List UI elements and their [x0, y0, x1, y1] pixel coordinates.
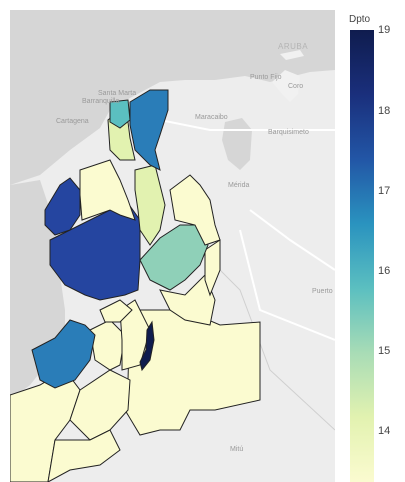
- colorbar-tick-14: 14: [378, 425, 391, 437]
- label-merida: Mérida: [228, 182, 250, 189]
- map-svg: Bogotá: 19 Chocó: 17 Antioquia: 18 Córdo…: [10, 10, 335, 482]
- colorbar-tick-19: 19: [378, 24, 391, 36]
- label-barquisimeto: Barquisimeto: [268, 129, 309, 136]
- region-santander[interactable]: Santander: 15: [139, 224, 209, 291]
- colorbar-tick-17: 17: [378, 185, 391, 197]
- region-boyaca[interactable]: [159, 274, 216, 326]
- label-puerto: Puerto: [312, 288, 333, 295]
- region-bogota[interactable]: Bogotá: 19: [139, 320, 155, 372]
- caribbean-sea: [10, 10, 335, 185]
- colorbar-gradient: [350, 30, 374, 482]
- label-maracaibo: Maracaibo: [195, 114, 228, 121]
- label-barranquilla: Barranquilla: [82, 98, 120, 105]
- region-caldas[interactable]: [99, 299, 133, 323]
- colorbar-tick-16: 16: [378, 265, 391, 277]
- region-layer: Bogotá: 19 Chocó: 17 Antioquia: 18 Córdo…: [10, 89, 261, 482]
- label-punto-fijo: Punto Fijo: [250, 74, 282, 81]
- region-guajira[interactable]: La Guajira: 17: [129, 89, 169, 171]
- colorbar-title: Dpto: [349, 14, 371, 25]
- colorbar-tick-18: 18: [378, 105, 391, 117]
- label-aruba: ARUBA: [278, 42, 309, 51]
- region-norte-santander[interactable]: Norte de Santander: 13: [169, 174, 221, 246]
- aruba-island: [280, 50, 304, 60]
- region-tolima[interactable]: [119, 299, 151, 371]
- colorbar-tick-15: 15: [378, 345, 391, 357]
- paraguana-peninsula: [272, 70, 300, 102]
- region-cordoba[interactable]: Córdoba: 18: [44, 177, 81, 236]
- colorbar: [350, 30, 374, 482]
- region-putumayo[interactable]: [47, 429, 121, 482]
- label-mitu: Mitú: [230, 446, 244, 453]
- label-santa-marta: Santa Marta: [98, 90, 137, 97]
- roads: [159, 119, 335, 341]
- map-canvas[interactable]: Bogotá: 19 Chocó: 17 Antioquia: 18 Córdo…: [10, 10, 335, 482]
- region-atlantico[interactable]: Atlántico: 16: [109, 99, 131, 129]
- region-bolivar[interactable]: Bolívar: 13: [79, 159, 136, 221]
- region-choco[interactable]: Chocó: 17: [31, 319, 96, 389]
- label-coro: Coro: [288, 83, 304, 90]
- region-arauca[interactable]: [204, 239, 221, 297]
- region-cesar[interactable]: Cesar: 14: [134, 164, 166, 246]
- region-huila[interactable]: [69, 369, 131, 441]
- label-cartagena: Cartagena: [56, 118, 89, 125]
